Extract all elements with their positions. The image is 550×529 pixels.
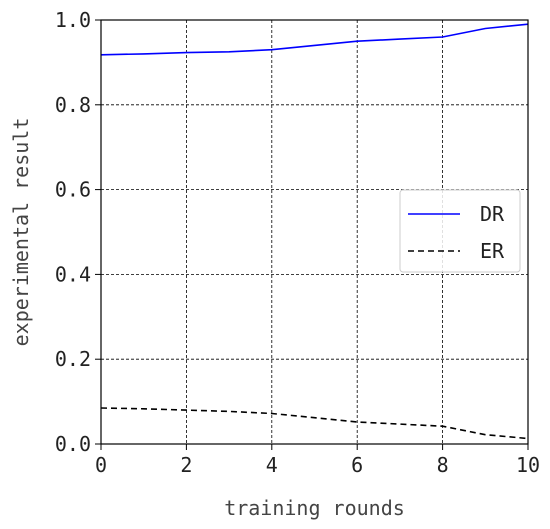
legend-label-dr: DR <box>480 202 505 226</box>
y-tick-label: 0.6 <box>55 178 91 202</box>
x-tick-label: 0 <box>95 453 107 477</box>
x-tick-label: 8 <box>437 453 449 477</box>
legend-label-er: ER <box>480 239 505 263</box>
chart-series <box>100 23 529 440</box>
y-tick-label: 0.0 <box>55 432 91 456</box>
y-tick-label: 0.8 <box>55 93 91 117</box>
series-line-er <box>100 407 529 440</box>
legend: DR ER <box>399 189 521 273</box>
x-tick-label: 10 <box>516 453 540 477</box>
y-tick-label: 0.2 <box>55 347 91 371</box>
x-tick-label: 6 <box>351 453 363 477</box>
series-line-dr <box>100 23 529 56</box>
y-axis-label: experimental result <box>9 118 33 347</box>
plot-frame <box>100 19 529 445</box>
y-tick-label: 0.4 <box>55 262 91 286</box>
axis-ticks: 0 2 4 6 8 10 0.0 0.2 0.4 0.6 0.8 1.0 <box>55 8 540 477</box>
x-axis-label: training rounds <box>224 496 405 520</box>
y-tick-label: 1.0 <box>55 8 91 32</box>
x-tick-label: 2 <box>180 453 192 477</box>
x-tick-label: 4 <box>266 453 278 477</box>
